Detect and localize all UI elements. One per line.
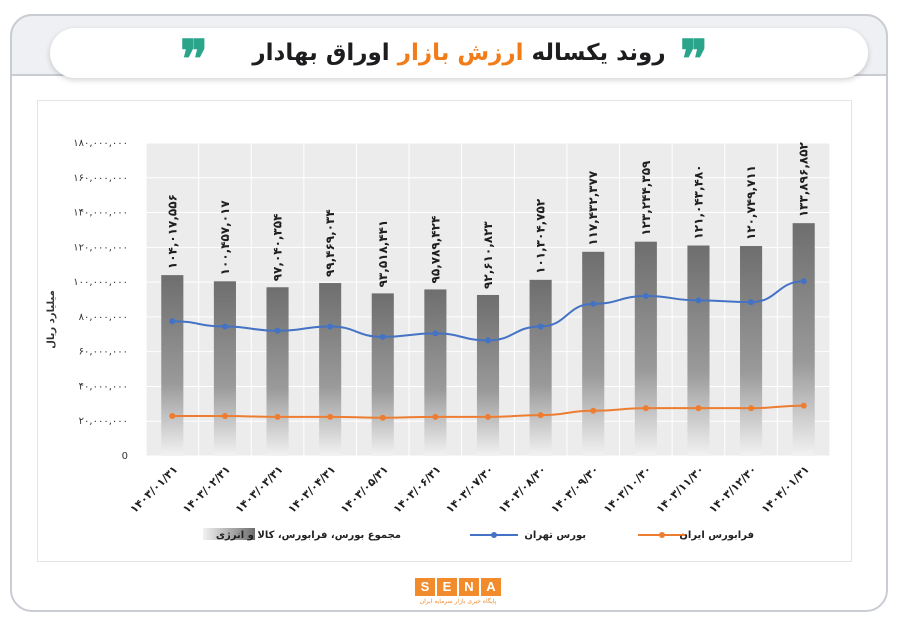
legend-swatch-marker xyxy=(659,532,665,538)
y-tick-label: ۱۸۰,۰۰۰,۰۰۰ xyxy=(73,138,128,149)
bar-data-label: ۹۲,۶۱۰,۸۲۳ xyxy=(481,221,495,289)
series-point xyxy=(221,413,228,420)
series-point xyxy=(800,402,807,409)
series-point xyxy=(695,405,702,412)
bar-data-label: ۱۳۳,۸۹۶,۸۵۲ xyxy=(797,141,811,217)
title-bar: روند یکساله ارزش بازار اوراق بهادار ❞ ❞ xyxy=(10,14,888,86)
logo-subtitle: پایگاه خبری بازار سرمایه ایران xyxy=(419,598,497,605)
x-tick-label: ۱۴۰۳/۰۴/۳۱ xyxy=(285,463,338,516)
sena-logo: S E N A پایگاه خبری بازار سرمایه ایران xyxy=(406,578,510,614)
x-tick-label: ۱۴۰۴/۰۱/۳۱ xyxy=(759,463,812,516)
bar xyxy=(213,281,236,456)
bar-data-label: ۱۲۱,۰۴۳,۴۸۰ xyxy=(691,164,705,239)
series-point xyxy=(327,323,334,330)
x-tick-label: ۱۴۰۳/۱۰/۳۰ xyxy=(601,463,654,516)
series-point xyxy=(169,413,176,420)
bar xyxy=(529,279,552,456)
series-point xyxy=(485,413,491,420)
logo-letter: S xyxy=(415,578,435,596)
page-title: روند یکساله ارزش بازار اوراق بهادار xyxy=(252,40,665,66)
y-tick-label: ۱۰۰,۰۰۰,۰۰۰ xyxy=(73,277,128,288)
bar-data-label: ۹۳,۵۱۸,۴۴۱ xyxy=(376,220,390,288)
series-point xyxy=(432,330,439,337)
series-point xyxy=(379,414,386,421)
series-point xyxy=(537,323,544,330)
x-tick-label: ۱۴۰۳/۱۱/۳۰ xyxy=(654,463,707,516)
bar xyxy=(476,294,500,456)
bar xyxy=(161,275,184,456)
bar-data-label: ۱۲۰,۷۴۹,۷۱۱ xyxy=(744,165,758,240)
y-tick-label: ۲۰,۰۰۰,۰۰۰ xyxy=(79,416,128,427)
x-tick-label: ۱۴۰۳/۱۲/۳۰ xyxy=(706,463,759,516)
series-point xyxy=(695,297,702,304)
quote-right-icon: ❞ xyxy=(680,29,708,90)
quote-left-icon: ❞ xyxy=(180,29,208,90)
bar-data-label: ۱۰۰,۴۵۷,۰۱۷ xyxy=(218,200,232,276)
y-axis-label: میلیارد ریال xyxy=(46,290,57,349)
series-point xyxy=(379,333,386,340)
legend-swatch-marker xyxy=(491,532,497,538)
bar xyxy=(582,251,605,456)
bar-data-label: ۹۷,۰۴۰,۳۵۴ xyxy=(271,214,285,282)
series-point xyxy=(537,412,544,419)
x-tick-label: ۱۴۰۳/۰۹/۳۰ xyxy=(548,463,601,516)
series-point xyxy=(221,323,228,330)
x-tick-label: ۱۴۰۳/۰۲/۳۱ xyxy=(180,463,233,516)
bar xyxy=(740,246,763,456)
bar-data-label: ۱۰۴,۰۱۷,۵۵۶ xyxy=(165,194,179,269)
title-part1: روند یکساله xyxy=(531,40,666,66)
y-tick-label: ۱۴۰,۰۰۰,۰۰۰ xyxy=(73,208,128,219)
logo-letter: A xyxy=(481,578,501,596)
bar xyxy=(424,289,447,456)
y-tick-label: ۶۰,۰۰۰,۰۰۰ xyxy=(79,347,128,358)
legend-label-farabourse: فرابورس ایران xyxy=(679,530,754,541)
legend-label-tehran: بورس تهران xyxy=(524,530,586,541)
y-tick-label: ۸۰,۰۰۰,۰۰۰ xyxy=(79,312,128,323)
bar xyxy=(266,287,289,456)
series-point xyxy=(590,300,597,307)
y-tick-label: ۱۲۰,۰۰۰,۰۰۰ xyxy=(73,242,128,253)
title-highlight: ارزش بازار xyxy=(397,40,524,66)
bar-data-label: ۱۱۷,۴۳۲,۳۷۷ xyxy=(586,170,600,246)
bar-data-label: ۱۰۱,۳۰۴,۷۵۲ xyxy=(534,198,548,274)
x-tick-label: ۱۴۰۳/۰۷/۳۰ xyxy=(443,463,496,516)
y-tick-label: ۱۶۰,۰۰۰,۰۰۰ xyxy=(73,173,128,184)
y-tick-label: 0 xyxy=(122,451,128,462)
series-point xyxy=(748,299,755,306)
x-tick-label: ۱۴۰۳/۰۶/۳۱ xyxy=(391,463,444,516)
series-point xyxy=(800,278,807,285)
series-point xyxy=(274,413,281,420)
logo-letter: E xyxy=(437,578,457,596)
x-tick-label: ۱۴۰۳/۰۵/۳۱ xyxy=(338,463,391,516)
series-point xyxy=(327,413,334,420)
chart-svg: 0 ۲۰,۰۰۰,۰۰۰ ۴۰,۰۰۰,۰۰۰ ۶۰,۰۰۰,۰۰۰ ۸۰,۰۰۰,۰۰… xyxy=(46,138,831,541)
bar xyxy=(634,241,657,456)
y-tick-label: ۴۰,۰۰۰,۰۰۰ xyxy=(79,381,128,392)
legend-label-bar-series: مجموع بورس، فرابورس، کالا و انرژی xyxy=(216,530,401,541)
series-point xyxy=(169,318,176,325)
series-point xyxy=(642,293,649,300)
bar xyxy=(371,293,394,456)
title-pill: روند یکساله ارزش بازار اوراق بهادار xyxy=(50,28,868,78)
bar xyxy=(319,283,342,456)
chart-area: 0 ۲۰,۰۰۰,۰۰۰ ۴۰,۰۰۰,۰۰۰ ۶۰,۰۰۰,۰۰۰ ۸۰,۰۰۰,۰۰… xyxy=(37,100,852,562)
series-point xyxy=(748,405,755,412)
series-point xyxy=(485,337,491,344)
logo-letter: N xyxy=(459,578,479,596)
series-point xyxy=(432,413,439,420)
series-point xyxy=(274,327,281,334)
bar-data-label: ۹۵,۷۸۹,۴۲۴ xyxy=(428,216,442,284)
x-tick-label: ۱۴۰۳/۰۸/۳۰ xyxy=(496,463,549,516)
bar xyxy=(687,245,710,456)
series-point xyxy=(590,407,597,414)
bar xyxy=(792,223,815,456)
x-tick-label: ۱۴۰۳/۰۳/۳۱ xyxy=(233,463,286,516)
legend-swatch-bar xyxy=(203,528,255,540)
x-tick-label: ۱۴۰۳/۰۱/۳۱ xyxy=(128,463,181,516)
title-part2: اوراق بهادار xyxy=(252,40,390,66)
series-point xyxy=(642,405,649,412)
bar-data-label: ۱۲۳,۲۴۴,۳۵۹ xyxy=(639,160,653,236)
bar-data-label: ۹۹,۴۶۹,۰۳۴ xyxy=(323,209,337,277)
